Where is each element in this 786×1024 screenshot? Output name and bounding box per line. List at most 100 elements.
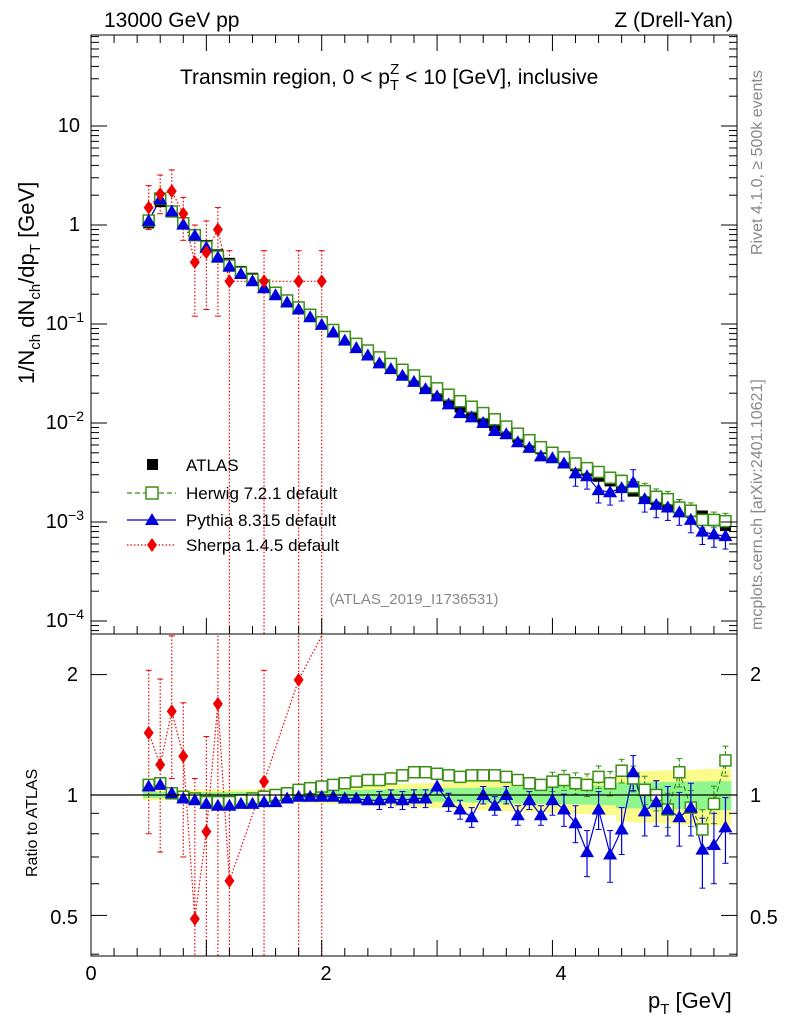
- sherpa-ratio-point: [201, 824, 212, 839]
- sherpa-main-point: [201, 245, 212, 260]
- herwig-ratio-point: [523, 776, 536, 790]
- herwig-ratio-point: [673, 765, 686, 779]
- legend-herwig-marker: [145, 486, 159, 500]
- pythia-ratio-point: [533, 808, 548, 821]
- process-label: Z (Drell-Yan): [614, 9, 733, 32]
- pythia-ratio-point: [291, 789, 306, 802]
- pythia-ratio-point: [314, 789, 329, 802]
- herwig-ratio-point: [500, 770, 513, 784]
- herwig-ratio-point: [373, 773, 386, 787]
- herwig-ratio-point: [719, 754, 732, 767]
- y-tick-label-1e-1: 10−1: [46, 309, 84, 335]
- herwig-ratio-point: [534, 778, 548, 792]
- sherpa-main-point: [259, 274, 270, 289]
- pythia-ratio-point: [580, 845, 595, 858]
- x-tick-2: 2: [320, 963, 331, 985]
- main-y-tick-labels: 10−4 10−3 10−2 10−1 1 10: [46, 115, 84, 632]
- pythia-main-point: [314, 317, 329, 330]
- pythia-ratio-point: [487, 798, 502, 811]
- main-panel-series: [141, 169, 733, 634]
- ratio-y-tick-2: 2: [67, 664, 78, 686]
- pythia-main-point: [614, 481, 629, 494]
- pythia-ratio-point: [257, 795, 272, 808]
- pythia-ratio-point: [360, 793, 375, 806]
- pythia-ratio-point: [337, 791, 352, 804]
- sherpa-ratio-point: [166, 704, 177, 719]
- pythia-ratio-point: [418, 791, 433, 804]
- herwig-main-point: [592, 465, 605, 479]
- sherpa-main-point: [212, 222, 223, 237]
- pythia-ratio-point: [695, 842, 710, 855]
- pythia-ratio-point: [441, 795, 456, 808]
- pythia-ratio-point: [672, 810, 687, 823]
- pythia-ratio-point: [187, 793, 202, 806]
- pythia-main-point: [326, 325, 341, 338]
- herwig-ratio-point: [707, 797, 721, 811]
- pythia-main-point: [303, 310, 318, 323]
- pythia-ratio-point: [303, 789, 318, 802]
- herwig-ratio-point: [696, 823, 709, 836]
- y-tick-label-1: 1: [69, 214, 80, 236]
- pythia-ratio-point: [718, 820, 733, 833]
- pythia-ratio-point: [499, 788, 514, 800]
- sherpa-ratio-point: [293, 672, 304, 687]
- pythia-main-point: [383, 362, 398, 375]
- pythia-main-point: [280, 295, 295, 308]
- pythia-main-point: [499, 427, 514, 440]
- analysis-id: (ATLAS_2019_I1736531): [329, 591, 498, 608]
- sherpa-main-point: [155, 187, 166, 202]
- sherpa-main-point: [224, 274, 235, 289]
- pythia-ratio-point: [706, 837, 721, 850]
- y-tick-label-10: 10: [58, 115, 80, 137]
- pythia-main-point: [695, 524, 710, 537]
- pythia-ratio-point: [326, 789, 341, 802]
- pythia-main-point: [453, 406, 468, 419]
- herwig-ratio-point: [338, 776, 352, 790]
- legend-pythia-label: Pythia 8.315 default: [186, 511, 337, 530]
- pythia-ratio-point: [476, 788, 491, 800]
- sherpa-main-point: [143, 200, 154, 215]
- sherpa-ratio-point: [212, 696, 223, 711]
- pythia-main-point: [349, 341, 364, 354]
- herwig-ratio-point: [569, 776, 582, 790]
- pythia-main-point: [603, 485, 618, 498]
- pythia-main-point: [407, 374, 421, 387]
- legend-atlas-label: ATLAS: [186, 456, 239, 475]
- herwig-ratio-point: [488, 769, 501, 782]
- pythia-ratio-point: [407, 791, 421, 804]
- pythia-ratio-point: [614, 822, 629, 835]
- herwig-main-point: [603, 471, 617, 484]
- pythia-main-point: [649, 497, 664, 510]
- ratio-y-tick-right-1: 1: [750, 785, 761, 807]
- herwig-ratio-point: [557, 773, 571, 787]
- pythia-main-point: [372, 356, 387, 369]
- pythia-main-point: [591, 483, 606, 496]
- pythia-ratio-point: [683, 800, 698, 813]
- ratio-y-tick-1: 1: [67, 785, 78, 807]
- pythia-ratio-point: [603, 847, 618, 860]
- pythia-ratio-point: [233, 796, 248, 809]
- herwig-ratio-point: [350, 775, 363, 788]
- x-tick-labels: 0 2 4: [85, 963, 566, 985]
- pythia-main-point: [164, 204, 179, 217]
- legend-herwig-label: Herwig 7.2.1 default: [186, 484, 337, 503]
- pythia-ratio-point: [430, 779, 445, 792]
- x-tick-4: 4: [555, 963, 566, 985]
- pythia-ratio-point: [626, 765, 641, 778]
- axis-ticks: [90, 35, 738, 956]
- ratio-panel-series: [141, 634, 733, 956]
- pythia-main-point: [268, 288, 283, 301]
- herwig-main-point: [696, 513, 709, 527]
- main-y-axis-title: 1/Nch dNch/dpT [GeV]: [14, 182, 44, 384]
- herwig-ratio-point: [396, 769, 409, 782]
- herwig-main-point: [488, 413, 501, 426]
- x-axis-title: pT [GeV]: [648, 988, 732, 1018]
- pythia-main-point: [672, 505, 687, 518]
- sherpa-main-point: [316, 274, 327, 289]
- legend-atlas-marker: [147, 459, 158, 470]
- pythia-main-point: [141, 213, 156, 226]
- rivet-version-label: Rivet 4.1.0, ≥ 500k events: [749, 70, 766, 255]
- pythia-ratio-point: [372, 793, 387, 806]
- herwig-ratio-point: [419, 765, 432, 779]
